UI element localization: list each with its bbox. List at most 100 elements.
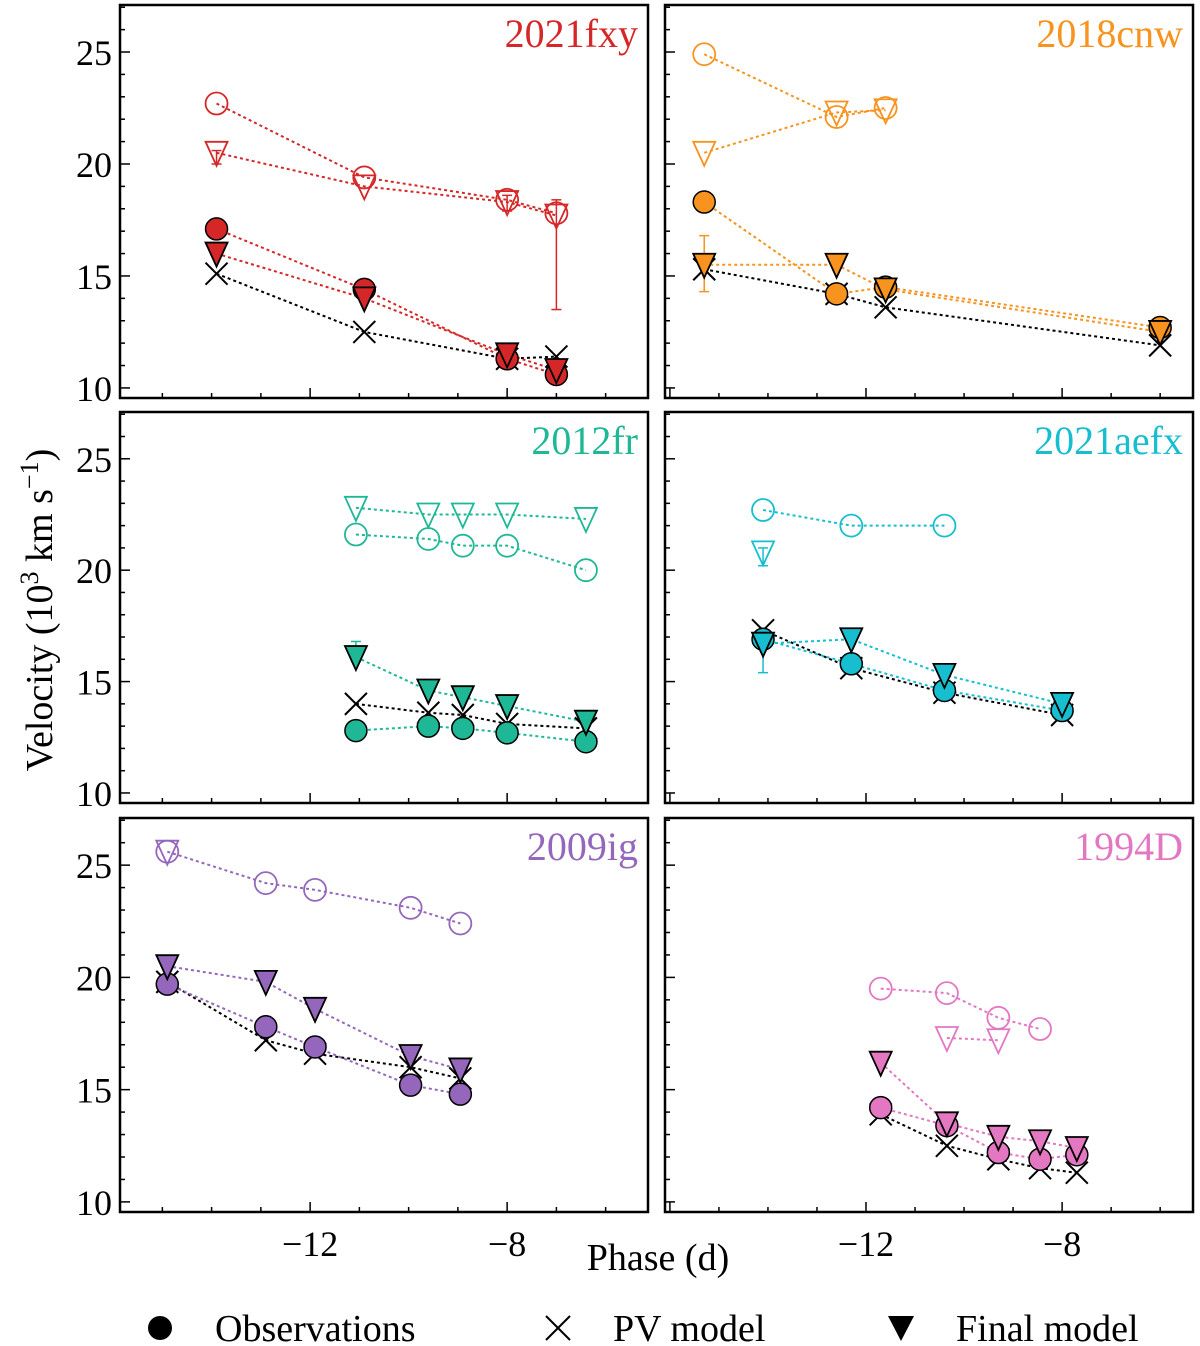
legend-final-icon (888, 1316, 914, 1341)
observations-line (216, 228, 557, 376)
pv-x-stroke (352, 320, 377, 344)
pv-model-line (762, 629, 1063, 716)
hv-obs-line (703, 53, 886, 119)
panel-title: 2021aefx (1034, 418, 1183, 463)
final-model-line (704, 263, 1161, 333)
hv-model-line (355, 506, 586, 520)
final-model-point (838, 627, 864, 655)
y-axis-label-part: km s (19, 489, 61, 571)
panel-2018cnw: 2018cnw (663, 3, 1195, 400)
hv-model-line (703, 109, 886, 154)
panel-2021aefx: 2021aefx (663, 410, 1195, 805)
final-model-point (750, 631, 776, 659)
x-tick-label: −12 (282, 1224, 338, 1264)
y-tick-label: 10 (76, 774, 112, 814)
observation-point (254, 1015, 278, 1039)
legend: Observations PV model Final model (148, 1308, 1139, 1346)
final-model-line (167, 965, 461, 1071)
x-tick-label: −8 (488, 1224, 526, 1264)
pv-x-stroke (935, 1134, 959, 1158)
final-model-line (762, 638, 1063, 705)
hv-model-point (824, 100, 849, 128)
pv-model-line (704, 268, 1161, 347)
y-tick-label: 15 (76, 257, 112, 297)
hv-model-point (415, 502, 441, 530)
hv-model-point (450, 502, 476, 530)
hv-obs-point (204, 91, 229, 116)
hv-obs-point (839, 513, 864, 538)
observation-point (839, 652, 864, 676)
final-model-point (932, 662, 957, 691)
observation-point (692, 190, 716, 214)
x-axis-label: Phase (d) (587, 1237, 729, 1279)
observations-line (703, 201, 1161, 329)
pv-model-point (873, 295, 898, 320)
hv-obs-point (824, 105, 849, 129)
x-tick-label: −8 (1043, 1224, 1081, 1264)
pv-x-stroke (1065, 1161, 1089, 1185)
final-model-point (691, 252, 717, 280)
hv-obs-line (166, 850, 461, 925)
hv-obs-point (934, 981, 959, 1006)
observation-point (495, 721, 519, 745)
y-axis-label: Velocity (103 km s−1) (15, 449, 61, 771)
panel-1994D: −12 −8 1994D (663, 816, 1195, 1264)
hv-obs-line (216, 102, 557, 215)
final-model-point (868, 1050, 894, 1078)
hv-obs-point (344, 522, 368, 547)
panel-frame (118, 410, 650, 805)
legend-final-label: Final model (956, 1308, 1139, 1346)
y-tick-label: 10 (76, 369, 112, 409)
final-model-point (415, 678, 441, 706)
panel-frame (118, 3, 650, 400)
panel-title: 2018cnw (1036, 11, 1183, 56)
hv-obs-line (355, 533, 587, 572)
hv-model-line (946, 1037, 999, 1042)
hv-model-point (351, 174, 377, 202)
panel-title: 2021fxy (505, 11, 638, 56)
final-model-point (1027, 1129, 1053, 1157)
hv-model-point (750, 540, 776, 568)
hv-obs-point (450, 533, 475, 558)
observation-point (204, 217, 229, 241)
hv-obs-point (495, 187, 520, 212)
y-tick-label: 15 (76, 1071, 112, 1111)
observations-line (762, 638, 1063, 712)
hv-obs-point (692, 42, 717, 67)
panel-title: 2009ig (527, 824, 638, 869)
hv-model-point (494, 502, 520, 530)
panel-frame (663, 410, 1195, 805)
pv-model-line (216, 272, 557, 360)
observation-point (448, 1082, 473, 1106)
final-model-point (1147, 320, 1173, 348)
final-model-point (204, 241, 229, 269)
hv-obs-point (873, 96, 898, 120)
hv-model-point (985, 1028, 1011, 1056)
hv-obs-point (303, 877, 327, 902)
final-model-point (543, 358, 569, 386)
observation-point (344, 718, 368, 743)
y-tick-label: 20 (76, 145, 112, 185)
hv-obs-point (398, 895, 423, 920)
final-model-point (398, 1044, 423, 1072)
hv-obs-point (253, 871, 278, 896)
hv-obs-point (1028, 1017, 1052, 1041)
observation-point (303, 1035, 327, 1059)
pv-model-line (166, 981, 461, 1080)
pv-model-point (935, 1134, 959, 1158)
observation-point (451, 716, 475, 741)
y-tick-label: 25 (76, 846, 112, 886)
pv-model-point (344, 692, 368, 716)
hv-model-point (154, 839, 180, 867)
hv-obs-point (932, 513, 957, 538)
y-axis-label-part: −1 (15, 461, 44, 489)
hv-model-point (494, 190, 520, 218)
observation-point (824, 282, 849, 306)
hv-model-point (204, 140, 229, 168)
hv-obs-point (574, 558, 598, 583)
pv-x-stroke (873, 295, 898, 320)
y-tick-label: 15 (76, 663, 112, 703)
legend-observations-icon (148, 1316, 172, 1340)
observations-line (355, 725, 587, 743)
